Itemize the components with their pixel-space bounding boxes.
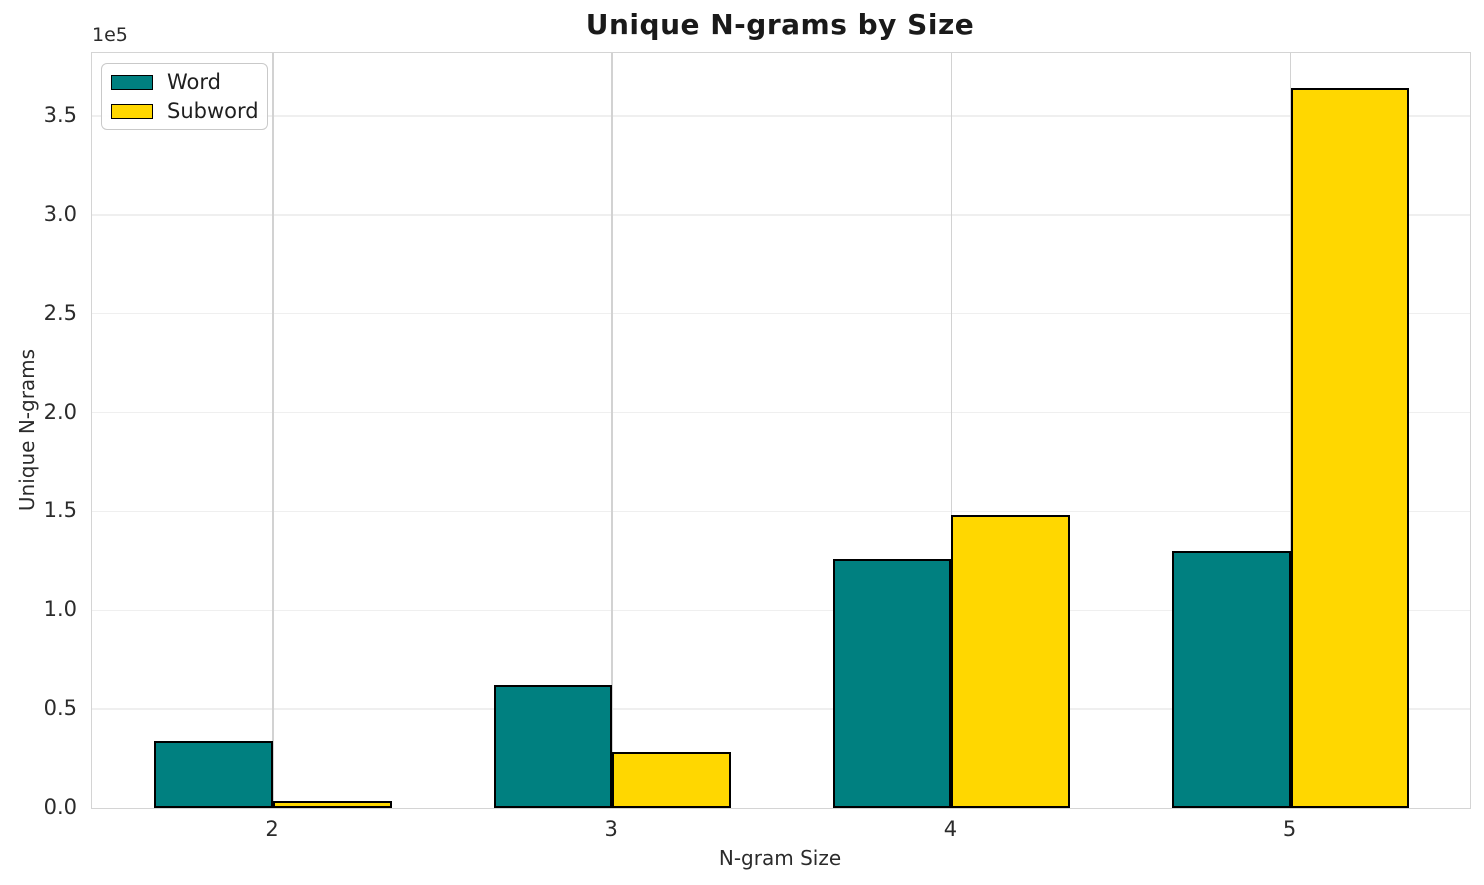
- bar-subword-2: [273, 801, 392, 808]
- bar-subword-5: [1290, 88, 1410, 808]
- x-tick-label: 3: [604, 817, 618, 841]
- y-tick-label: 0.0: [43, 795, 77, 819]
- legend-swatch-word: [111, 74, 153, 90]
- y-gridline: [92, 510, 1470, 513]
- legend-item-subword: Subword: [111, 100, 267, 122]
- y-gridline: [92, 115, 1470, 117]
- legend: Word Subword: [101, 63, 268, 130]
- y-gridline: [92, 609, 1470, 611]
- x-gridline: [611, 53, 613, 808]
- legend-label: Word: [167, 70, 221, 94]
- y-tick-label: 1.0: [43, 597, 77, 622]
- y-tick-label: 2.0: [43, 399, 77, 424]
- x-tick-label: 4: [943, 817, 958, 841]
- y-gridline: [92, 312, 1470, 315]
- y-tick-label: 0.5: [43, 696, 77, 721]
- y-tick-label: 2.5: [43, 300, 77, 325]
- y-tick-label: 3.5: [43, 102, 77, 127]
- bar-word-3: [493, 685, 613, 808]
- plot-area: [91, 52, 1471, 809]
- legend-label: Subword: [167, 99, 259, 123]
- x-axis-label: N-gram Size: [718, 846, 842, 870]
- bar-word-4: [832, 558, 952, 808]
- chart-title: Unique N-grams by Size: [585, 8, 975, 41]
- bar-subword-4: [951, 515, 1071, 808]
- x-gridline: [272, 53, 274, 808]
- y-gridline: [92, 708, 1470, 710]
- y-axis-offset-label: 1e5: [92, 24, 128, 46]
- x-tick-label: 2: [265, 817, 279, 841]
- y-axis-label: Unique N-grams: [15, 348, 39, 512]
- bar-word-5: [1171, 550, 1291, 808]
- bar-word-2: [154, 740, 273, 808]
- y-tick-label: 3.0: [43, 201, 77, 226]
- legend-item-word: Word: [111, 71, 267, 93]
- y-gridline: [92, 411, 1470, 414]
- bar-subword-3: [612, 751, 731, 808]
- y-gridline: [92, 214, 1470, 216]
- x-gridline: [950, 53, 953, 808]
- x-tick-label: 5: [1282, 817, 1297, 841]
- y-tick-label: 1.5: [43, 498, 77, 523]
- legend-swatch-subword: [111, 103, 153, 119]
